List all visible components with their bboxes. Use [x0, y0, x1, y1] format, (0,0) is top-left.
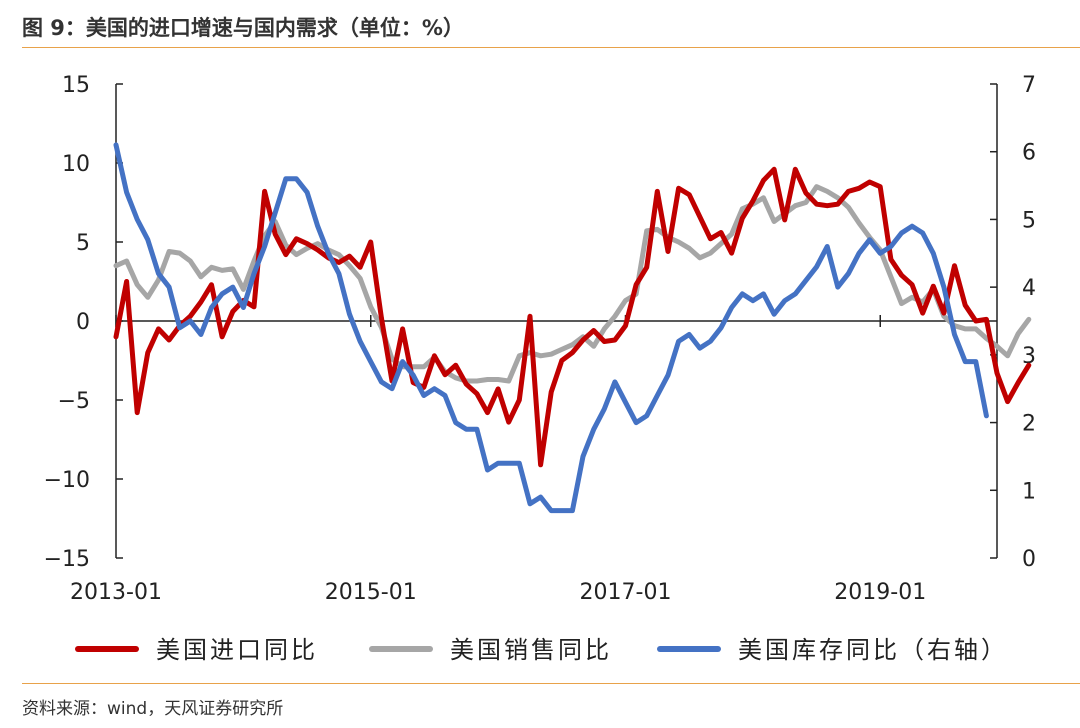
x-axis-tick-label: 2015-01	[325, 580, 417, 605]
right-axis-tick-label: 6	[1022, 141, 1036, 166]
right-axis-tick-label: 4	[1022, 276, 1036, 301]
legend: 美国进口同比 美国销售同比 美国库存同比（右轴）	[75, 636, 1008, 664]
chart-title: 图 9：美国的进口增速与国内需求（单位：%）	[22, 16, 464, 40]
left-axis-tick-label: 10	[62, 152, 90, 177]
left-axis-tick-label: −5	[58, 389, 90, 414]
right-axis-tick-label: 0	[1022, 547, 1036, 572]
series-line-imports	[113, 166, 1032, 468]
series-line-inventory	[113, 142, 989, 514]
legend-label-retail: 美国销售同比	[450, 636, 612, 664]
right-axis-tick-label: 7	[1022, 73, 1036, 98]
title-divider	[22, 47, 1080, 48]
legend-label-inventory: 美国库存同比（右轴）	[738, 636, 1008, 664]
legend-label-imports: 美国进口同比	[156, 636, 318, 664]
left-axis-tick-label: 0	[76, 310, 90, 335]
x-axis-tick-label: 2017-01	[580, 580, 672, 605]
right-axis-tick-label: 1	[1022, 479, 1036, 504]
source-note: 资料来源：wind，天风证券研究所	[22, 699, 284, 719]
left-axis-tick-label: −10	[44, 468, 90, 493]
right-axis-tick-label: 2	[1022, 412, 1036, 437]
left-axis-tick-label: 15	[62, 73, 90, 98]
x-axis-tick-label: 2013-01	[70, 580, 162, 605]
series-layer	[113, 142, 1032, 514]
footer-divider	[22, 683, 1080, 684]
right-axis-tick-label: 3	[1022, 344, 1036, 369]
left-axis-tick-label: −15	[44, 547, 90, 572]
x-axis-tick-label: 2019-01	[834, 580, 926, 605]
left-axis-tick-label: 5	[76, 231, 90, 256]
right-axis-tick-label: 5	[1022, 208, 1036, 233]
